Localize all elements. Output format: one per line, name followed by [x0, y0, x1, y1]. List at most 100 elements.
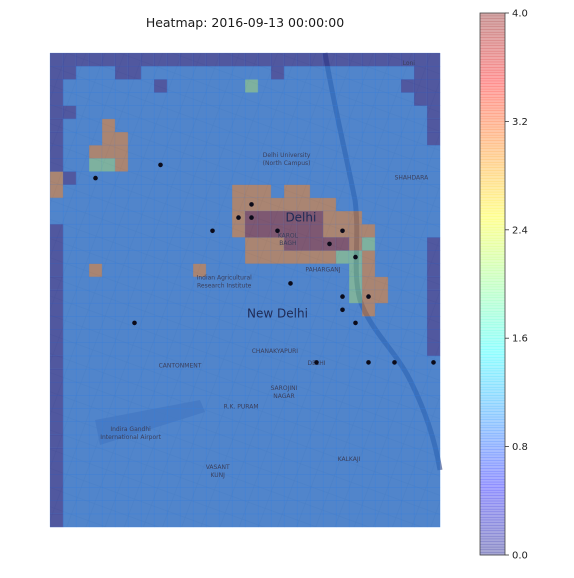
heatmap-cell — [76, 250, 90, 264]
colorbar-step — [480, 484, 505, 488]
heatmap-cell — [50, 79, 64, 93]
colorbar-step — [480, 88, 505, 92]
heatmap-cell — [388, 290, 402, 304]
heatmap-cell — [284, 158, 298, 172]
heatmap-cell — [310, 250, 324, 264]
heatmap-cell — [63, 171, 77, 185]
heatmap-cell — [401, 395, 415, 409]
heatmap-cell — [63, 448, 77, 462]
heatmap-cell — [349, 342, 363, 357]
heatmap-cell — [63, 66, 77, 80]
colorbar-step — [480, 59, 505, 63]
colorbar-step — [480, 400, 505, 404]
heatmap-cell — [388, 171, 402, 185]
station-point — [210, 228, 215, 234]
heatmap-cell — [63, 132, 77, 146]
colorbar-step — [480, 170, 505, 174]
heatmap-cell — [206, 171, 220, 185]
heatmap-cell — [427, 303, 441, 317]
heatmap-cell — [154, 329, 168, 343]
heatmap-cell — [141, 448, 155, 462]
heatmap-cell — [349, 53, 363, 67]
colorbar-step — [480, 50, 505, 55]
heatmap-cell — [115, 474, 129, 488]
colorbar-step — [480, 162, 505, 166]
heatmap-cell — [245, 53, 259, 67]
heatmap-cell — [206, 105, 220, 120]
heatmap-cell — [362, 79, 376, 93]
heatmap-cell — [401, 303, 415, 317]
colorbar-step — [480, 438, 505, 442]
heatmap-cell — [50, 355, 64, 370]
heatmap-cell — [258, 500, 272, 515]
colorbar-step — [480, 511, 505, 515]
heatmap-cell — [427, 290, 441, 304]
heatmap-cell — [193, 79, 207, 93]
heatmap-cell — [427, 342, 441, 357]
heatmap-cell — [154, 197, 168, 212]
heatmap-cell — [375, 408, 389, 422]
heatmap-cell — [297, 434, 311, 449]
heatmap-cell — [310, 500, 324, 515]
colorbar-step — [480, 105, 505, 109]
heatmap-cell — [349, 448, 363, 462]
colorbar-step — [480, 536, 505, 540]
colorbar-step — [480, 273, 505, 277]
colorbar-step — [480, 248, 505, 252]
colorbar-step — [480, 359, 505, 363]
heatmap-cell — [297, 421, 311, 436]
heatmap-cell — [323, 145, 337, 159]
colorbar-step — [480, 403, 505, 407]
heatmap-cell — [128, 487, 142, 501]
heatmap-cell — [245, 342, 259, 357]
heatmap-cell — [206, 197, 220, 212]
heatmap-cell — [362, 276, 376, 291]
heatmap-cell — [50, 408, 64, 422]
heatmap-cell — [193, 211, 207, 225]
heatmap-cell — [115, 132, 129, 146]
heatmap-cell — [401, 158, 415, 172]
heatmap-cell — [271, 211, 285, 225]
colorbar-step — [480, 224, 505, 228]
heatmap-cell — [414, 276, 428, 291]
heatmap-cell — [297, 408, 311, 422]
heatmap-cell — [102, 211, 116, 225]
heatmap-cell — [414, 105, 428, 120]
heatmap-cell — [206, 434, 220, 449]
heatmap-cell — [50, 211, 64, 225]
heatmap-cell — [414, 408, 428, 422]
heatmap-cell — [141, 171, 155, 185]
colorbar-step — [480, 465, 505, 469]
heatmap-cell — [232, 53, 246, 67]
colorbar-step — [480, 340, 505, 345]
heatmap-cell — [63, 395, 77, 409]
colorbar-step — [480, 454, 505, 458]
colorbar-step — [480, 470, 505, 475]
station-point — [236, 215, 241, 220]
heatmap-cell — [180, 211, 194, 225]
heatmap-cell — [102, 197, 116, 212]
heatmap-cell — [128, 303, 142, 317]
heatmap-cell — [349, 290, 363, 304]
heatmap-cell — [297, 500, 311, 515]
heatmap-cell — [219, 276, 233, 291]
heatmap-cell — [154, 237, 168, 251]
colorbar-step — [480, 113, 505, 117]
heatmap-cell — [401, 197, 415, 212]
colorbar-step — [480, 78, 505, 82]
heatmap-cell — [414, 145, 428, 159]
heatmap-cell — [258, 421, 272, 436]
heatmap-cell — [284, 263, 298, 278]
heatmap-cell — [284, 369, 298, 383]
colorbar-step — [480, 29, 505, 33]
heatmap-cell — [375, 434, 389, 449]
heatmap-cell — [375, 250, 389, 264]
heatmap-cell — [336, 382, 350, 396]
map-label: VASANT — [206, 464, 230, 471]
heatmap-cell — [89, 79, 103, 93]
heatmap-cell — [284, 184, 298, 199]
heatmap-cell — [271, 263, 285, 278]
heatmap-cell — [141, 197, 155, 212]
heatmap-cell — [76, 118, 90, 133]
river-yamuna — [322, 52, 443, 471]
